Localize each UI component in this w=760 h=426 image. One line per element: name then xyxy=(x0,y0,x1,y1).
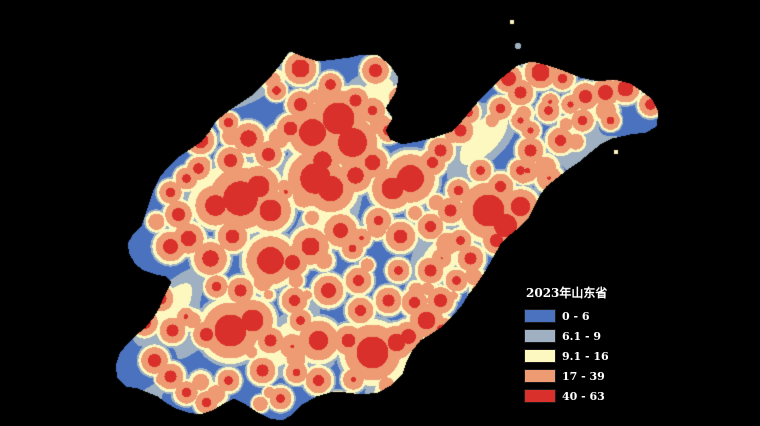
legend-item-4: 40 - 63 xyxy=(524,386,634,406)
legend-swatch-1 xyxy=(524,329,556,343)
map-legend: 2023年山东省 0 - 6 6.1 - 9 9.1 - 16 17 - 39 … xyxy=(524,285,634,406)
legend-label-4: 40 - 63 xyxy=(562,389,605,403)
legend-label-2: 9.1 - 16 xyxy=(562,349,609,363)
legend-label-1: 6.1 - 9 xyxy=(562,329,602,343)
legend-item-1: 6.1 - 9 xyxy=(524,326,634,346)
legend-swatch-0 xyxy=(524,309,556,323)
legend-title: 2023年山东省 xyxy=(526,286,608,300)
legend-swatch-4 xyxy=(524,389,556,403)
legend-item-3: 17 - 39 xyxy=(524,366,634,386)
legend-swatch-2 xyxy=(524,349,556,363)
legend-item-0: 0 - 6 xyxy=(524,306,634,326)
legend-item-2: 9.1 - 16 xyxy=(524,346,634,366)
legend-label-3: 17 - 39 xyxy=(562,369,605,383)
legend-label-0: 0 - 6 xyxy=(562,309,590,323)
legend-swatch-3 xyxy=(524,369,556,383)
